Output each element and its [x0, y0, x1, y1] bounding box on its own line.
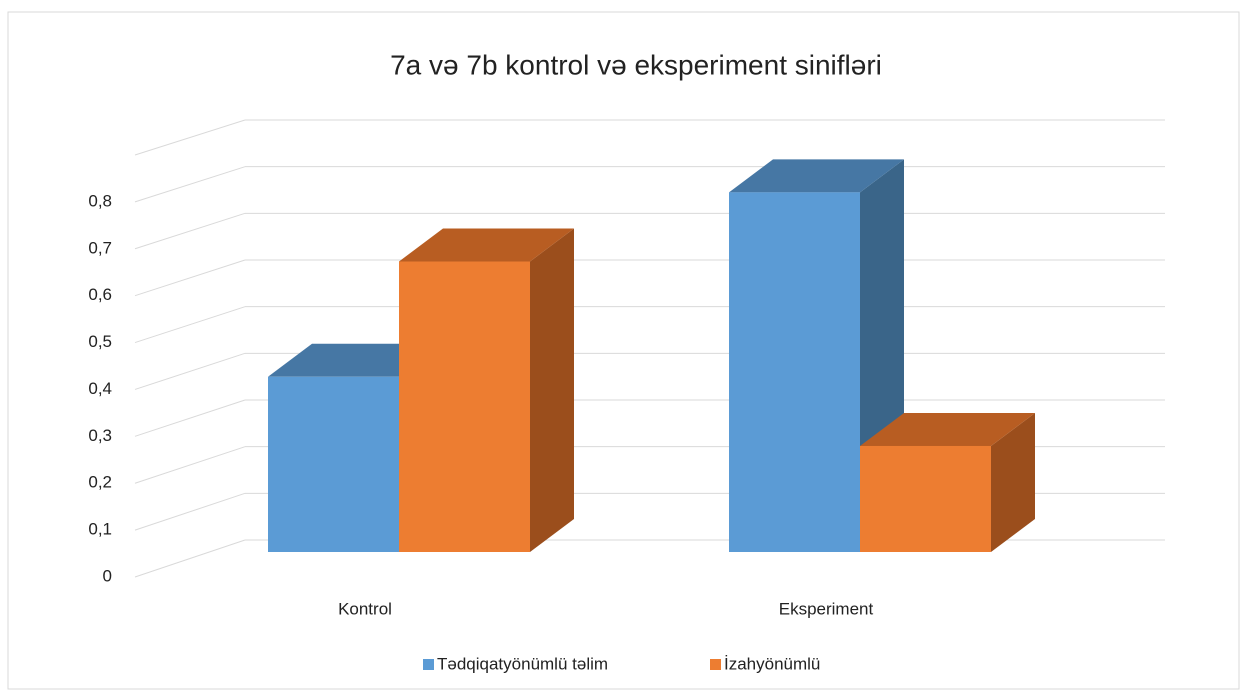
legend-swatch [710, 659, 721, 670]
legend-label: İzahyönümlü [724, 654, 820, 673]
x-tick-label: Eksperiment [779, 599, 874, 618]
grid-line [134, 492, 246, 531]
bar-side [991, 412, 1035, 552]
grid-line [134, 259, 246, 297]
y-tick-label: 0,7 [88, 238, 112, 257]
y-tick-label: 0,6 [88, 285, 112, 304]
bar-top [399, 228, 574, 262]
grid-line [134, 119, 246, 156]
legend-swatch [423, 659, 434, 670]
legend-label: Tədqiqatyönümlü təlim [437, 654, 608, 673]
grid-line [134, 166, 246, 203]
grid-line [134, 539, 246, 578]
y-tick-label: 0,3 [88, 426, 112, 445]
y-tick-label: 0,4 [88, 379, 112, 398]
bar [268, 376, 399, 552]
bar-top [729, 159, 904, 193]
bar-top [860, 412, 1035, 446]
grid-line [134, 306, 246, 344]
grid-line [134, 399, 246, 437]
y-tick-label: 0,5 [88, 332, 112, 351]
bar-side [530, 228, 574, 552]
grid-line [134, 212, 246, 250]
bar [729, 192, 860, 553]
grid-line [134, 446, 246, 484]
grid-line [134, 352, 246, 390]
bar [399, 261, 530, 552]
y-tick-label: 0,1 [88, 520, 112, 539]
bar [860, 445, 991, 552]
y-tick-label: 0,2 [88, 473, 112, 492]
y-tick-label: 0,8 [88, 191, 112, 210]
chart-frame [7, 11, 1240, 690]
x-tick-label: Kontrol [338, 599, 392, 618]
chart-title: 7a və 7b kontrol və eksperiment siniflər… [390, 49, 882, 80]
y-tick-label: 0 [103, 566, 112, 585]
